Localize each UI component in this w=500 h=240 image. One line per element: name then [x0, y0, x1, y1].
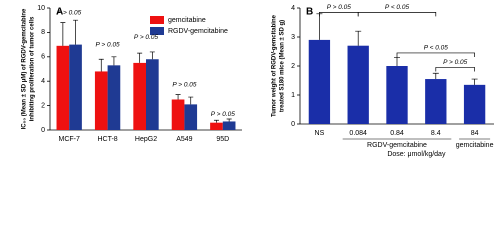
bar: [425, 79, 447, 124]
error-bar: [111, 56, 117, 66]
x-tick-label: 84: [471, 130, 479, 137]
annotation: P > 0.05: [443, 59, 468, 66]
error-bar: [226, 118, 232, 122]
x-tick-label: 8.4: [431, 130, 441, 137]
legend-swatch: [150, 27, 164, 35]
bar: [386, 66, 408, 124]
error-bar: [175, 94, 181, 100]
error-bar: [394, 56, 400, 66]
annotation: P > 0.05: [327, 4, 352, 11]
group-label: RGDV-gemcitabine: [367, 142, 427, 149]
annotation: P > 0.05: [57, 10, 82, 17]
error-bar: [98, 58, 104, 72]
group-label: gemcitabine: [456, 142, 494, 149]
legend-label: gemcitabine: [168, 17, 206, 24]
bar: [56, 45, 70, 130]
error-bar: [188, 96, 194, 105]
error-bar: [60, 22, 66, 46]
y-tick-label: 2: [41, 102, 45, 109]
bracket: [319, 12, 359, 17]
bar: [463, 84, 486, 124]
error-bar: [73, 19, 79, 45]
error-bar: [137, 52, 143, 63]
error-bar: [471, 78, 478, 85]
legend-label: RGDV-gemcitabine: [168, 28, 228, 35]
bar: [69, 44, 82, 130]
y-tick-label: 4: [41, 78, 45, 85]
y-axis-label: Tumor weight of RGDV-gemcitabine: [272, 14, 278, 117]
annotation: P > 0.05: [211, 111, 236, 118]
error-bar: [213, 119, 219, 123]
panel-label: B: [306, 7, 313, 18]
annotation: P > 0.05: [134, 34, 159, 41]
bar: [308, 39, 331, 124]
bar: [184, 104, 198, 130]
y-axis-label: treated S180 mice (Mean ± SD g): [280, 20, 286, 112]
error-bar: [149, 51, 155, 60]
x-tick-label: HepG2: [135, 136, 157, 143]
y-tick-label: 0: [41, 127, 45, 134]
bar: [94, 71, 108, 130]
annotation: P > 0.05: [96, 41, 121, 48]
y-tick-label: 1: [291, 92, 295, 99]
bar: [210, 122, 223, 130]
error-bar: [316, 13, 323, 40]
error-bar: [355, 30, 362, 46]
annotation: P > 0.05: [172, 82, 197, 89]
x-axis-label: Dose: μmol/kg/day: [387, 151, 446, 158]
bar: [107, 65, 121, 130]
x-tick-label: 95D: [216, 136, 229, 143]
y-tick-label: 8: [41, 29, 45, 36]
x-tick-label: A549: [176, 136, 192, 143]
y-tick-label: 4: [291, 5, 295, 12]
y-tick-label: 2: [291, 63, 295, 70]
bar: [347, 45, 369, 125]
y-tick-label: 6: [41, 54, 45, 61]
x-tick-label: NS: [315, 130, 325, 137]
y-axis-label: IC₅₀ (Mean ± SD μM) of RGDV-gemcitabine: [22, 8, 28, 129]
x-tick-label: 0.84: [390, 130, 404, 137]
y-tick-label: 0: [291, 121, 295, 128]
bar: [146, 59, 159, 130]
x-tick-label: MCF-7: [59, 136, 80, 143]
bar: [222, 121, 236, 130]
y-tick-label: 10: [37, 5, 45, 12]
panel-label: A: [56, 7, 63, 18]
x-tick-label: 0.084: [349, 130, 367, 137]
bracket: [357, 12, 437, 17]
legend-swatch: [150, 16, 164, 24]
y-tick-label: 3: [291, 34, 295, 41]
annotation: P < 0.05: [385, 4, 410, 11]
bracket: [435, 67, 475, 72]
error-bar: [432, 72, 439, 80]
x-tick-label: HCT-8: [97, 136, 117, 143]
bracket: [396, 52, 475, 57]
bar: [171, 99, 185, 130]
annotation: P < 0.05: [424, 45, 449, 52]
bar: [133, 62, 146, 130]
y-axis-label: inhibiting proliferation of tumor cells: [30, 16, 36, 121]
